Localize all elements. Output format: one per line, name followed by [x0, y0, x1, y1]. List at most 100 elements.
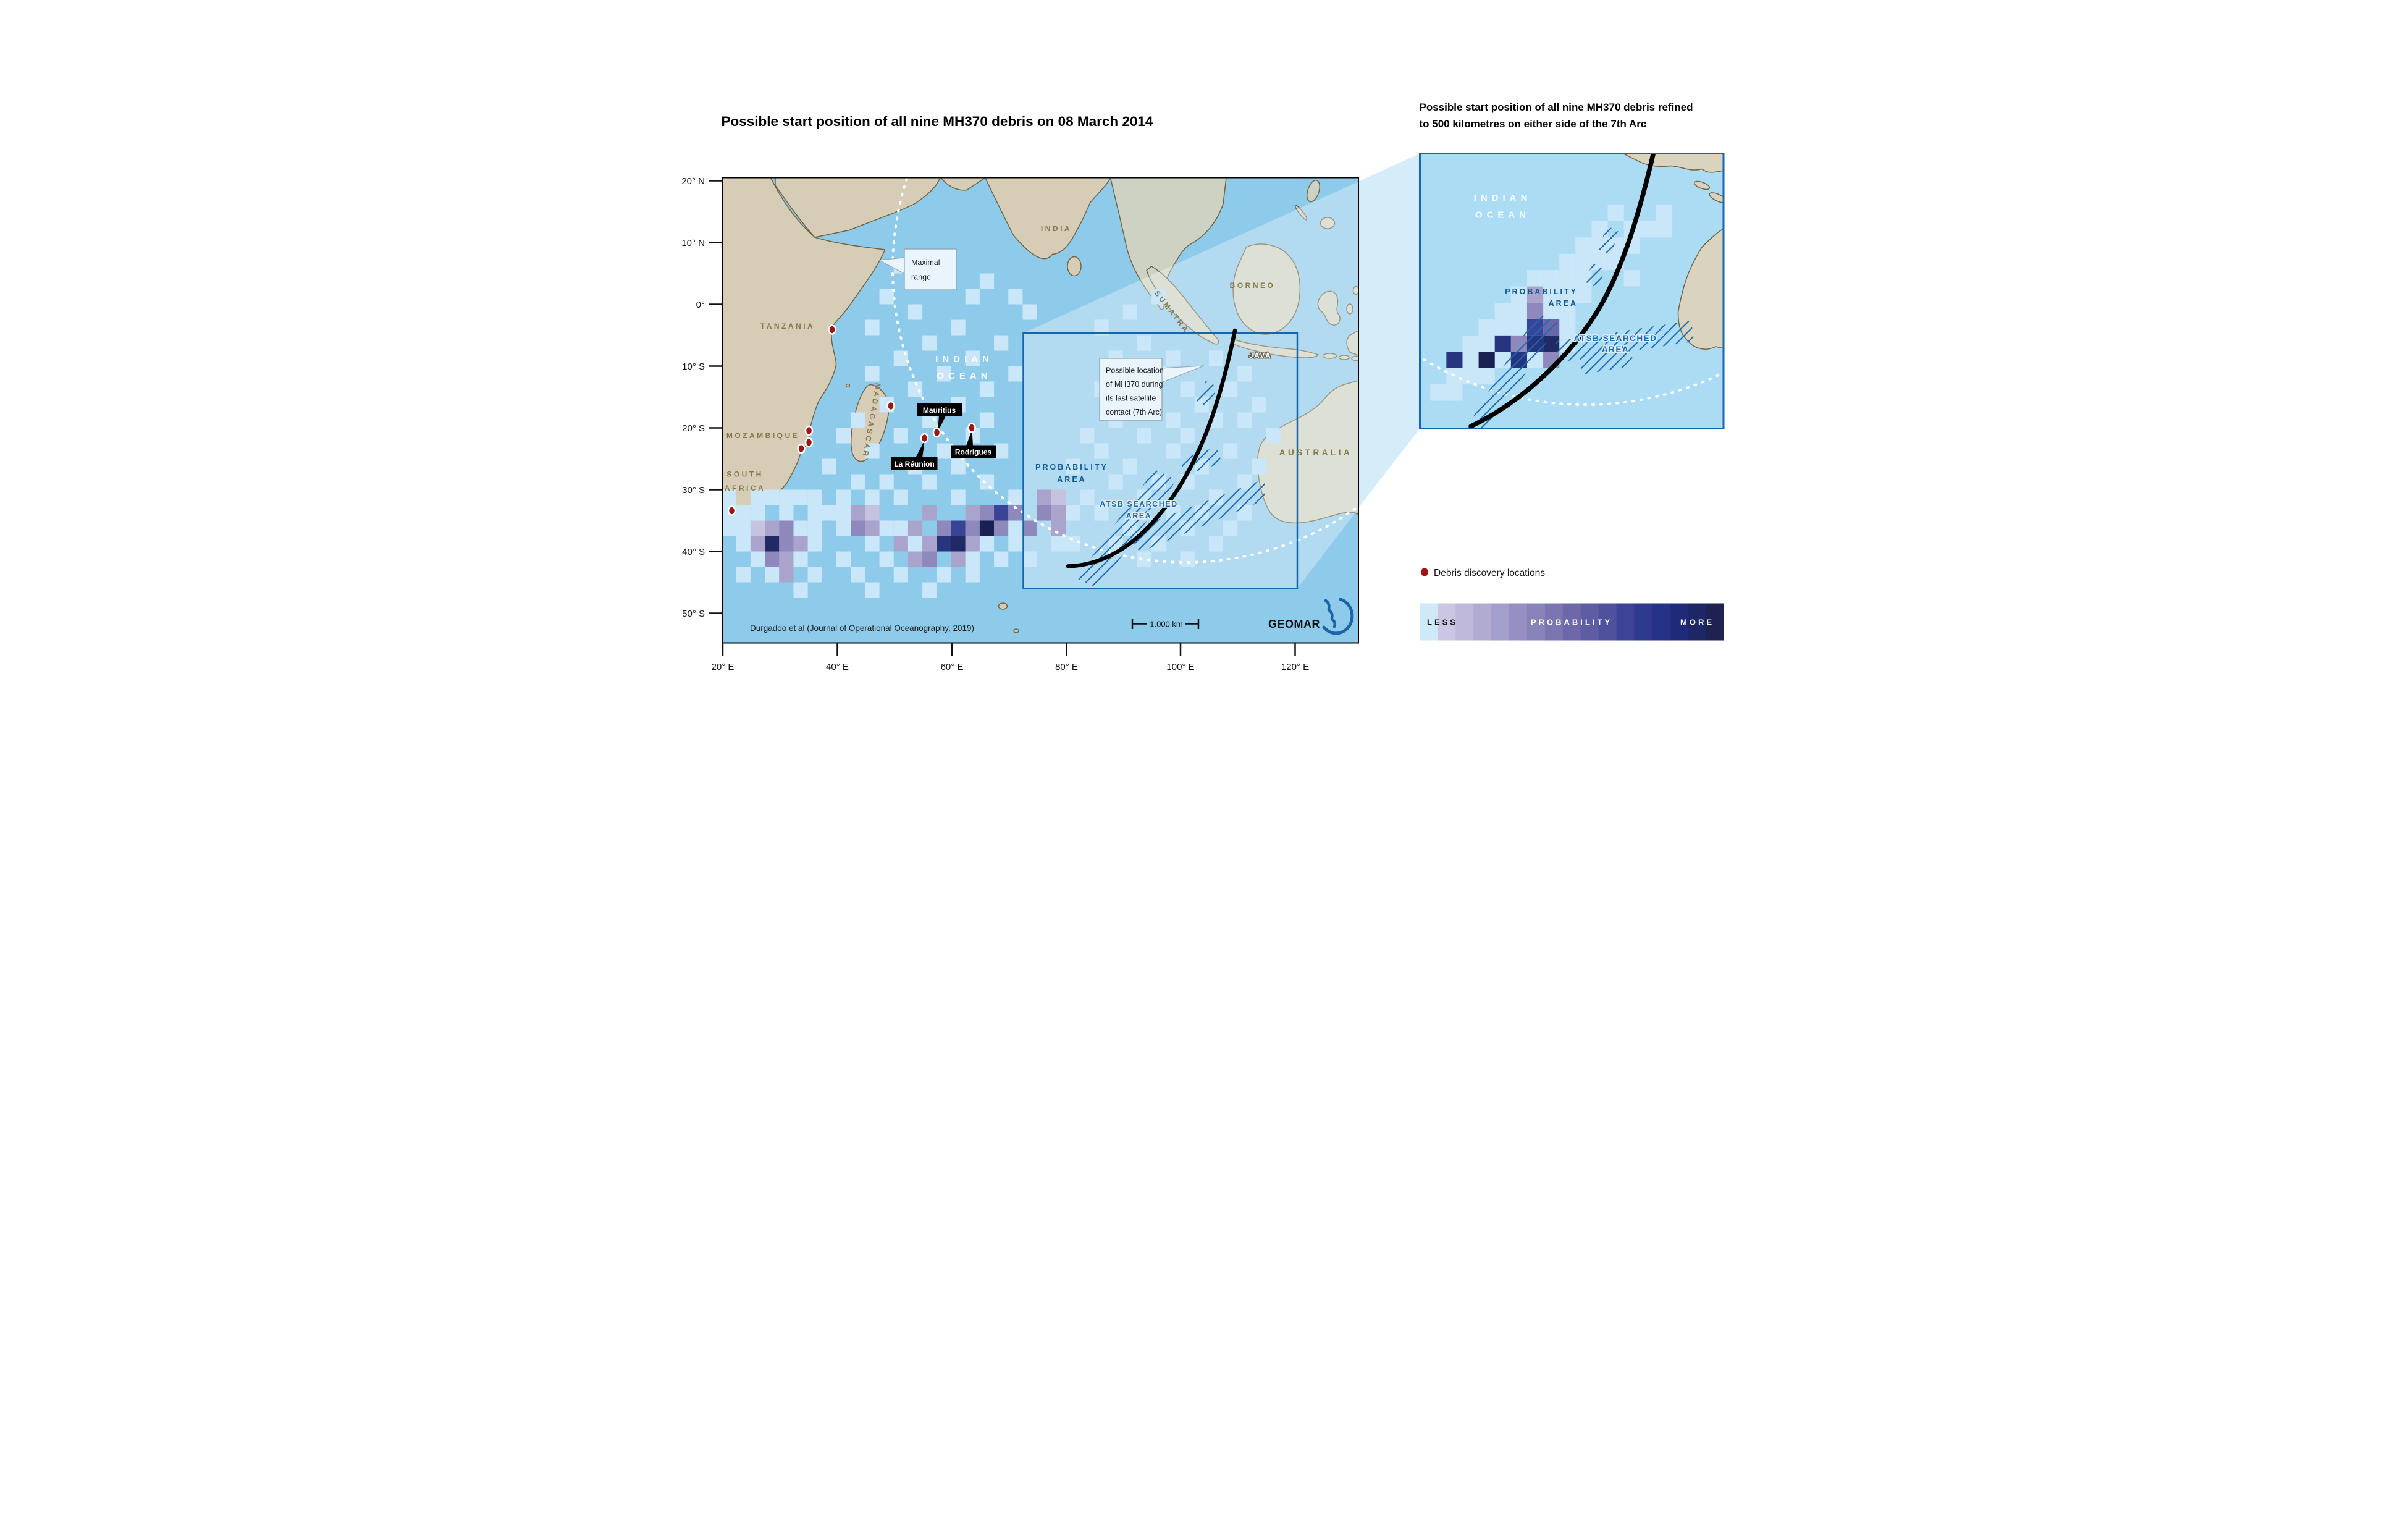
probability-cell — [1478, 352, 1495, 368]
probability-cell — [1008, 536, 1022, 552]
probability-cell — [922, 551, 937, 567]
probability-cell — [722, 489, 736, 505]
probability-cell — [1251, 458, 1266, 475]
probability-cell — [1065, 458, 1080, 475]
label-probability-area-1: PROBABILITY — [1035, 463, 1108, 471]
probability-cell — [793, 582, 808, 598]
probability-cell — [1526, 286, 1543, 303]
inset-maximal-range-circle — [1420, 355, 1724, 406]
callout-maximal-line1: Maximal — [911, 258, 940, 267]
probability-cell — [822, 505, 836, 521]
callout-seventh-arc: Possible location of MH370 during its la… — [1098, 358, 1204, 421]
probability-cell — [836, 489, 851, 505]
probability-cell — [1180, 551, 1195, 567]
probability-cell — [993, 443, 1008, 459]
label-africa: AFRICA — [724, 484, 765, 492]
debris-location-dot — [932, 427, 941, 438]
debris-location-dot — [886, 400, 895, 412]
probability-cell — [951, 551, 966, 567]
probability-cell — [936, 443, 951, 459]
inset-map: INDIAN OCEAN PROBABILITY AREA ATSB SEARC… — [1420, 153, 1724, 429]
callout-seventh-line4: contact (7th Arc) — [1106, 408, 1162, 416]
probability-cell — [1494, 335, 1511, 352]
probability-cell — [793, 489, 808, 505]
latitude-axis: 20° N 10° N 0° 10° S 20° S 30° S 40° S 50° S — [681, 176, 722, 619]
probability-cell — [778, 536, 793, 552]
probability-cell — [979, 520, 994, 536]
atsb-hatch-inset — [1466, 226, 1694, 428]
probability-cell — [1165, 443, 1181, 459]
heard-island — [1012, 628, 1019, 633]
inset-extent-rectangle — [1022, 332, 1298, 589]
probability-cell — [736, 567, 751, 583]
colorbar-step — [1598, 603, 1617, 641]
probability-cell — [1093, 505, 1109, 521]
inset-title-line2: to 500 kilometres on either side of the … — [1419, 118, 1646, 130]
label-java: JAVA — [1248, 351, 1271, 360]
borneo — [1232, 243, 1300, 335]
atsb-hatch-patch — [1466, 356, 1530, 428]
probability-cell — [1462, 335, 1479, 352]
probability-cell — [1065, 536, 1080, 552]
inset-probability-area-1: PROBABILITY — [1505, 287, 1578, 296]
probability-cell — [722, 520, 736, 536]
colorbar-step — [1455, 603, 1474, 641]
colorbar-step — [1437, 603, 1456, 641]
page-title: Possible start position of all nine MH37… — [721, 114, 1153, 129]
arabia — [774, 177, 941, 238]
probability-cell — [907, 304, 922, 320]
rodrigues-box — [950, 445, 996, 458]
probability-cell — [778, 505, 793, 521]
probability-cell — [951, 458, 966, 475]
probability-cell — [993, 505, 1008, 521]
debris-location-dot — [967, 423, 976, 433]
inset-connector-wedge — [1357, 153, 1420, 509]
probability-cell — [807, 505, 822, 521]
label-south: SOUTH — [726, 470, 764, 479]
geomar-logo-swirl — [1322, 598, 1353, 635]
legend-debris-dot — [1421, 568, 1428, 576]
probability-cell — [1137, 428, 1151, 444]
probability-cell — [1208, 536, 1223, 552]
probability-cell — [736, 520, 751, 536]
mauritius-label: Mauritius — [922, 406, 956, 415]
colorbar-step — [1509, 603, 1527, 641]
probability-cell — [965, 567, 980, 583]
probability-cell — [850, 505, 865, 521]
probability-cell — [864, 443, 880, 459]
probability-cell — [1446, 352, 1462, 368]
reunion-pointer — [915, 440, 925, 458]
probability-cell — [1008, 505, 1022, 521]
probability-cell — [750, 489, 765, 505]
label-probability-area-2: AREA — [1057, 475, 1086, 484]
atsb-hatch-patch — [1509, 313, 1559, 366]
atsb-hatch-patch — [1555, 321, 1694, 362]
label-indian-ocean-1: INDIAN — [935, 354, 993, 365]
probability-cell — [736, 505, 751, 521]
probability-cell — [879, 551, 894, 567]
label-tanzania: TANZANIA — [760, 322, 814, 331]
probability-cells-inset — [1429, 205, 1672, 401]
probability-cell — [864, 582, 880, 598]
colorbar-step — [1580, 603, 1599, 641]
probability-cell — [764, 567, 779, 583]
longitude-tick-label: 20° E — [711, 662, 734, 672]
probability-cell — [907, 381, 922, 397]
probability-cell — [1478, 319, 1495, 336]
probability-cell — [951, 319, 966, 336]
debris-location-dot — [727, 505, 736, 516]
label-australia: AUSTRALIA — [1279, 448, 1352, 457]
colorbar-step — [1562, 603, 1581, 641]
probability-cell — [1478, 335, 1495, 352]
inset-labels: INDIAN OCEAN PROBABILITY AREA ATSB SEARC… — [1473, 193, 1657, 355]
probability-cell — [1180, 428, 1195, 444]
inset-land — [1622, 153, 1724, 350]
colorbar-step — [1491, 603, 1510, 641]
label-india: INDIA — [1040, 224, 1071, 233]
probability-cell — [922, 536, 937, 552]
probability-cell — [893, 536, 908, 552]
infographic: Possible start position of all nine MH37… — [602, 0, 1806, 767]
probability-cell — [1623, 270, 1640, 287]
probability-cell — [1022, 520, 1037, 536]
debris-location-dot — [827, 324, 836, 335]
